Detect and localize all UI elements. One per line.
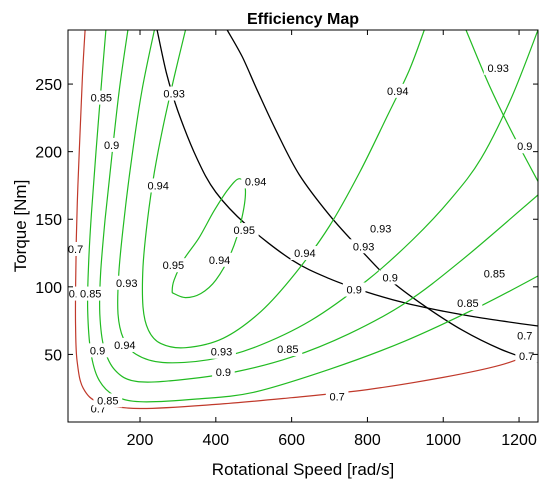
contour-label-bg [480,266,509,281]
y-axis-ticks: 50 100 150 200 250 [35,77,538,364]
contour-line-0-9-0 [98,30,538,383]
contour-label: 0.9 [90,345,105,357]
contour-label-bg [207,344,236,359]
contour-label-bg [112,275,142,290]
boundary-label-bg [513,328,537,343]
boundary-label: 0.7 [517,330,532,342]
contour-label: 0.94 [147,180,168,192]
x-axis-label: Rotational Speed [rad/s] [212,460,394,479]
contour-label-bg [64,241,87,256]
contour-label: 0.7 [329,391,344,403]
contour-label: 0.9 [517,141,532,153]
plot-area: 0.70.70.70.70.70.850.850.850.850.850.90.… [64,29,539,423]
contour-line-0-9-1 [465,30,538,182]
contour-label-bg [515,348,538,363]
chart-title: Efficiency Map [247,11,359,28]
contour-label: 0.85 [277,344,298,356]
boundary-label-bg [349,239,379,254]
contour-label-bg [110,337,140,352]
boundary-label: 0.85 [457,298,478,310]
boundary-label: 0.94 [209,255,230,267]
contour-label-bg [158,258,188,273]
contour-label: 0.85 [80,289,101,301]
y-tick-label: 50 [44,347,62,364]
contour-label-bg [483,60,513,75]
y-tick-label: 200 [35,145,62,162]
x-tick-label: 800 [354,432,381,449]
contour-label: 0.7 [68,244,83,256]
contour-label: 0.94 [387,86,408,98]
boundary-label: 0.9 [347,285,362,297]
contour-label-bg [325,389,349,404]
contour-label: 0.9 [383,272,398,284]
y-tick-label: 100 [35,280,62,297]
contour-label-bg [366,221,396,236]
contour-label-bg [383,83,413,98]
contour-label: 0.94 [294,248,315,260]
boundary-label-bg [241,174,271,189]
x-tick-label: 1000 [425,432,461,449]
x-tick-label: 200 [127,432,154,449]
contour-label: 0.95 [163,260,184,272]
x-tick-label: 400 [202,432,229,449]
contour-label: 0.93 [211,347,232,359]
contour-line-0-95-0 [171,178,247,299]
contour-label: 0.93 [370,224,391,236]
contour-label: 0.93 [116,278,137,290]
contour-label-bg [100,137,123,152]
contour-label: 0.85 [97,395,118,407]
boundary-label-bg [159,86,189,101]
contour-label: 0.85 [484,268,505,280]
contour-label-bg [86,343,109,358]
contour-label-bg [378,270,402,285]
contour-label-bg [273,342,303,357]
contour-label-bg [290,246,320,261]
boundary-label-bg [342,282,366,297]
contour-line-0-94-0 [141,30,425,349]
plot-frame [67,29,539,423]
boundary-label-bg [205,252,235,267]
x-tick-label: 600 [278,432,305,449]
boundary-label: 0.93 [163,89,184,101]
boundary-label: 0.93 [353,241,374,253]
y-tick-label: 150 [35,212,62,229]
boundary-curve-lower [226,30,538,364]
plot-background [68,30,538,422]
contour-label: 0.95 [234,225,255,237]
contour-label: 0.85 [91,93,112,105]
contour-label: 0.7 [519,351,534,363]
y-axis-label: Torque [Nm] [11,180,30,273]
contour-label-bg [513,139,537,154]
contour-label-bg [76,286,106,301]
contour-line-0-85-0 [86,30,538,403]
boundary-label-bg [453,296,483,311]
contour-label: 0.93 [487,63,508,75]
contour-lines [74,30,538,410]
contour-label-bg [86,90,116,105]
contour-line-0-7-0 [74,30,538,410]
contour-label: 0.9 [104,140,119,152]
x-tick-label: 1200 [501,432,537,449]
contour-label: 0.94 [114,340,135,352]
contour-label-bg [229,223,259,238]
contour-label: 0.9 [216,367,231,379]
contour-line-0-93-0 [117,30,538,364]
contour-label-bg [143,178,173,193]
boundary-label: 0.94 [245,176,266,188]
y-tick-label: 250 [35,77,62,94]
contour-labels: 0.70.70.70.70.70.850.850.850.850.850.90.… [64,60,538,416]
x-axis-ticks: 200 400 600 800 1000 1200 [127,30,537,449]
contour-label-bg [212,364,235,379]
contour-label-bg [93,393,123,408]
